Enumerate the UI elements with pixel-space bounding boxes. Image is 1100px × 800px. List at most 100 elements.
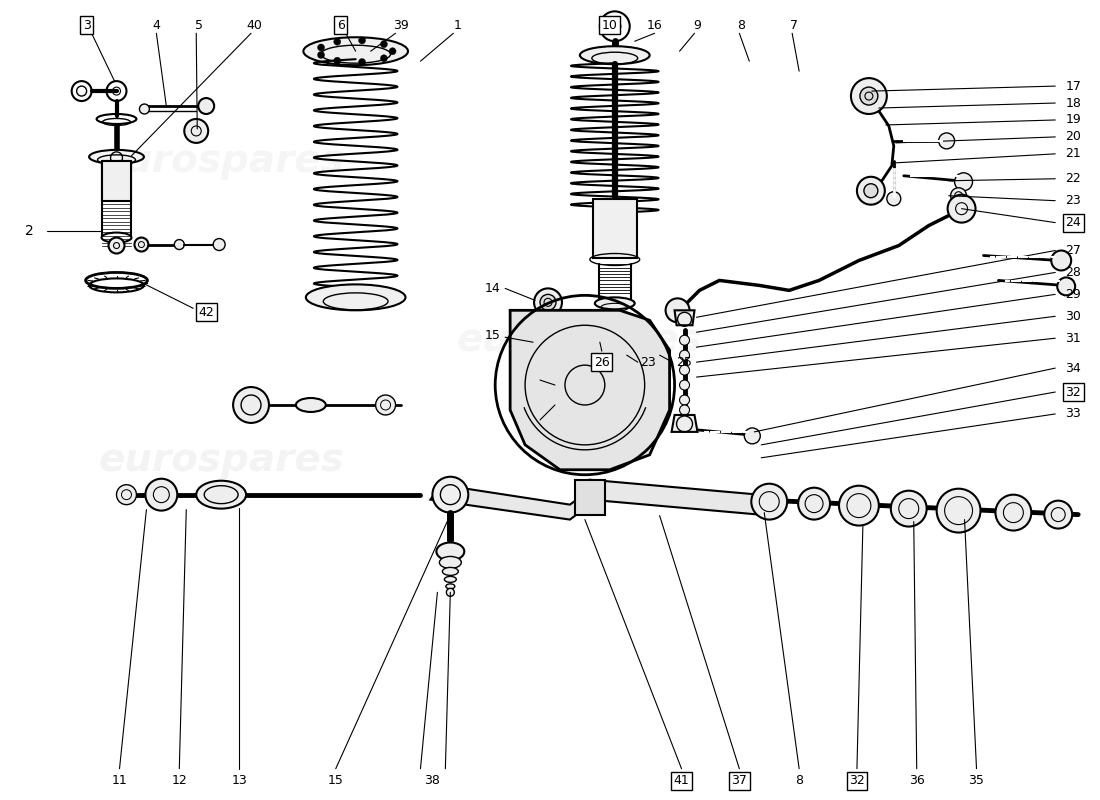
Circle shape (333, 58, 341, 64)
Circle shape (359, 58, 365, 66)
Text: 4: 4 (153, 19, 161, 32)
Circle shape (359, 37, 365, 44)
Bar (593, 198, 637, 258)
Text: 32: 32 (1065, 386, 1081, 398)
Circle shape (745, 428, 760, 444)
Text: 33: 33 (1065, 407, 1081, 421)
Text: 18: 18 (1065, 97, 1081, 110)
Text: 32: 32 (849, 774, 865, 787)
Circle shape (381, 41, 387, 48)
Circle shape (447, 588, 454, 596)
Text: 37: 37 (732, 774, 747, 787)
Polygon shape (520, 310, 600, 345)
Circle shape (233, 387, 270, 423)
Ellipse shape (306, 285, 406, 310)
Polygon shape (672, 415, 697, 432)
Text: 13: 13 (231, 774, 248, 787)
Circle shape (680, 365, 690, 375)
Text: 9: 9 (693, 19, 702, 32)
Circle shape (375, 395, 396, 415)
Circle shape (938, 133, 955, 149)
Text: 41: 41 (673, 774, 690, 787)
Text: 42: 42 (198, 306, 214, 319)
Bar (101, 161, 132, 201)
Circle shape (318, 44, 324, 51)
Text: 38: 38 (425, 774, 440, 787)
Circle shape (680, 380, 690, 390)
Text: 34: 34 (1065, 362, 1081, 374)
Circle shape (1044, 501, 1072, 529)
Ellipse shape (588, 327, 610, 343)
Circle shape (134, 238, 148, 251)
Circle shape (839, 486, 879, 526)
Circle shape (540, 294, 556, 310)
Text: eurospares: eurospares (98, 142, 344, 180)
Text: 20: 20 (1065, 130, 1081, 143)
Text: 8: 8 (737, 19, 746, 32)
Circle shape (381, 54, 387, 62)
Ellipse shape (444, 576, 456, 582)
Text: 26: 26 (594, 356, 609, 369)
Circle shape (666, 298, 690, 322)
Circle shape (887, 192, 901, 206)
Circle shape (318, 51, 324, 58)
Bar (575, 480, 605, 514)
Circle shape (535, 288, 562, 316)
Text: 10: 10 (602, 19, 618, 32)
Circle shape (117, 485, 136, 505)
Circle shape (937, 489, 980, 533)
Text: 30: 30 (1065, 310, 1081, 322)
Circle shape (109, 238, 124, 254)
Text: 36: 36 (909, 774, 925, 787)
Circle shape (891, 490, 926, 526)
Circle shape (864, 184, 878, 198)
Circle shape (432, 477, 469, 513)
Circle shape (608, 20, 620, 32)
Circle shape (950, 188, 967, 204)
Text: 1: 1 (453, 19, 461, 32)
Text: eurospares: eurospares (456, 322, 703, 359)
Text: 31: 31 (1065, 332, 1081, 345)
Circle shape (1057, 278, 1075, 295)
Ellipse shape (296, 398, 326, 412)
Circle shape (593, 356, 607, 370)
Text: 15: 15 (484, 329, 500, 342)
Text: 25: 25 (676, 356, 693, 369)
Text: 35: 35 (969, 774, 984, 787)
Ellipse shape (541, 326, 556, 334)
Text: 21: 21 (1065, 147, 1081, 160)
Circle shape (680, 350, 690, 360)
Text: 22: 22 (1065, 172, 1081, 186)
Circle shape (851, 78, 887, 114)
Text: 27: 27 (1065, 244, 1081, 257)
Circle shape (213, 238, 226, 250)
Polygon shape (510, 310, 670, 470)
Circle shape (680, 395, 690, 405)
Circle shape (539, 339, 551, 351)
Circle shape (595, 330, 605, 340)
Text: eurospares: eurospares (98, 441, 344, 478)
Circle shape (198, 98, 214, 114)
Text: 40: 40 (246, 19, 262, 32)
Circle shape (389, 48, 396, 54)
Circle shape (947, 194, 976, 222)
Ellipse shape (439, 557, 461, 569)
Ellipse shape (580, 46, 650, 64)
Text: 5: 5 (195, 19, 204, 32)
Ellipse shape (595, 298, 635, 310)
Circle shape (680, 335, 690, 345)
Text: 16: 16 (647, 19, 662, 32)
Text: 8: 8 (795, 774, 803, 787)
Circle shape (174, 239, 185, 250)
Text: 23: 23 (1065, 194, 1081, 207)
Circle shape (680, 405, 690, 415)
Text: 15: 15 (328, 774, 343, 787)
Circle shape (751, 484, 788, 519)
Circle shape (333, 38, 341, 46)
Polygon shape (590, 480, 764, 514)
Circle shape (145, 478, 177, 510)
Ellipse shape (446, 584, 454, 589)
Circle shape (996, 494, 1032, 530)
Text: 11: 11 (111, 774, 128, 787)
Circle shape (185, 119, 208, 143)
